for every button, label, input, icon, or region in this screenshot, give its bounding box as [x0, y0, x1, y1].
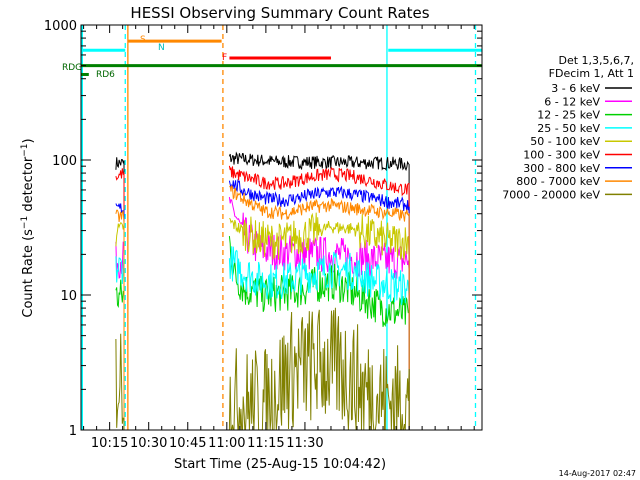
series-line-5-0	[115, 168, 125, 430]
series-line-8-1	[228, 307, 410, 431]
legend-label-7: 800 - 7000 keV	[516, 175, 600, 188]
series-4	[115, 212, 410, 430]
legend-label-0: 3 - 6 keV	[551, 82, 600, 95]
legend: Det 1,3,5,6,7,FDecim 1, Att 1 3 - 6 keV6 …	[502, 54, 634, 201]
legend-label-1: 6 - 12 keV	[544, 95, 600, 108]
legend-title-0: Det 1,3,5,6,7,	[558, 54, 634, 67]
legend-label-8: 7000 - 20000 keV	[502, 188, 600, 201]
x-tick-label-4: 11:15	[247, 436, 284, 451]
state-label-0: S	[140, 35, 146, 45]
series-line-0-1	[228, 151, 410, 430]
state-label-4: RD6	[96, 70, 115, 80]
series-line-1-0	[115, 241, 125, 430]
legend-label-2: 12 - 25 keV	[537, 109, 600, 122]
y-tick-label-0: 1	[69, 424, 77, 439]
y-axis-label-text: Count Rate (s−1 detector−1)	[20, 138, 36, 317]
series-line-6-0	[115, 203, 125, 430]
legend-label-5: 100 - 300 keV	[523, 149, 600, 162]
chart-title: HESSI Observing Summary Count Rates	[130, 4, 429, 22]
series-line-6-1	[228, 178, 410, 430]
y-tick-label-1: 10	[60, 289, 77, 304]
y-axis-label-part: )	[21, 138, 36, 143]
series-0	[115, 151, 410, 430]
x-tick-label-1: 10:30	[130, 436, 167, 451]
y-axis-label-part: detector	[21, 156, 36, 216]
series-7	[115, 185, 410, 430]
x-tick-label-2: 10:45	[169, 436, 206, 451]
y-axis-label-part: −1	[20, 143, 30, 156]
series-line-7-0	[115, 209, 125, 430]
legend-title-1: FDecim 1, Att 1	[549, 67, 634, 80]
series-8	[115, 307, 410, 431]
legend-label-4: 50 - 100 keV	[530, 135, 600, 148]
state-label-2: F	[222, 53, 227, 63]
legend-label-6: 300 - 800 keV	[523, 162, 600, 175]
x-tick-label-5: 11:30	[286, 436, 323, 451]
series-line-2-0	[115, 279, 125, 430]
y-axis-label-part: Count Rate (s	[21, 229, 36, 318]
y-axis-label: Count Rate (s−1 detector−1)	[20, 138, 36, 317]
series-line-0-0	[115, 157, 125, 430]
x-tick-label-0: 10:15	[91, 436, 128, 451]
series-5	[115, 165, 410, 430]
state-label-1: N	[158, 43, 165, 53]
series-line-5-1	[228, 165, 410, 430]
plot-frame	[80, 24, 483, 431]
y-tick-label-3: 1000	[44, 19, 77, 34]
state-label-3: RDG	[62, 63, 82, 73]
x-tick-label-3: 11:00	[208, 436, 245, 451]
footer-timestamp: 14-Aug-2017 02:47	[559, 469, 636, 478]
y-axis-label-part: −1	[20, 216, 30, 229]
series-line-8-0	[115, 333, 125, 430]
legend-label-3: 25 - 50 keV	[537, 122, 600, 135]
series-line-4-1	[229, 212, 410, 430]
series-line-3-1	[228, 246, 410, 430]
y-tick-label-2: 100	[52, 154, 77, 169]
series-line-4-0	[115, 222, 125, 430]
x-axis-label: Start Time (25-Aug-15 10:04:42)	[174, 457, 386, 472]
series-line-3-0	[115, 254, 125, 430]
series-3	[115, 246, 410, 430]
series-line-7-1	[229, 185, 410, 430]
